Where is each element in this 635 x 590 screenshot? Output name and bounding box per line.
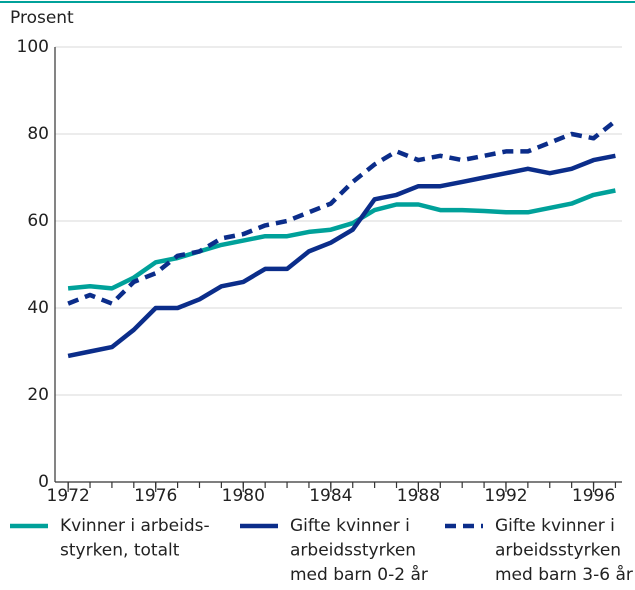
legend-label: Gifte kvinner i arbeidsstyrken med barn 3-… — [495, 516, 633, 585]
y-tick-label: 40 — [27, 298, 49, 318]
x-tick-label: 1996 — [572, 486, 615, 506]
y-tick-label: 100 — [17, 37, 49, 57]
legend-label: Gifte kvinner i arbeidsstyrken med barn 0-… — [290, 516, 428, 585]
y-tick-label: 80 — [27, 124, 49, 144]
series-line — [67, 119, 617, 306]
series-line — [67, 188, 616, 291]
x-tick-label: 1984 — [309, 486, 352, 506]
y-axis-label: Prosent — [10, 8, 74, 28]
y-tick-label: 60 — [27, 211, 49, 231]
y-tick-label: 0 — [38, 472, 49, 492]
x-tick-label: 1988 — [397, 486, 440, 506]
x-tick-label: 1972 — [47, 486, 90, 506]
y-tick-label: 20 — [27, 385, 49, 405]
x-tick-label: 1992 — [484, 486, 527, 506]
series-line — [67, 153, 616, 359]
x-tick-label: 1980 — [222, 486, 265, 506]
legend-label: Kvinner i arbeids-styrken, totalt — [60, 516, 210, 561]
x-tick-label: 1976 — [134, 486, 177, 506]
